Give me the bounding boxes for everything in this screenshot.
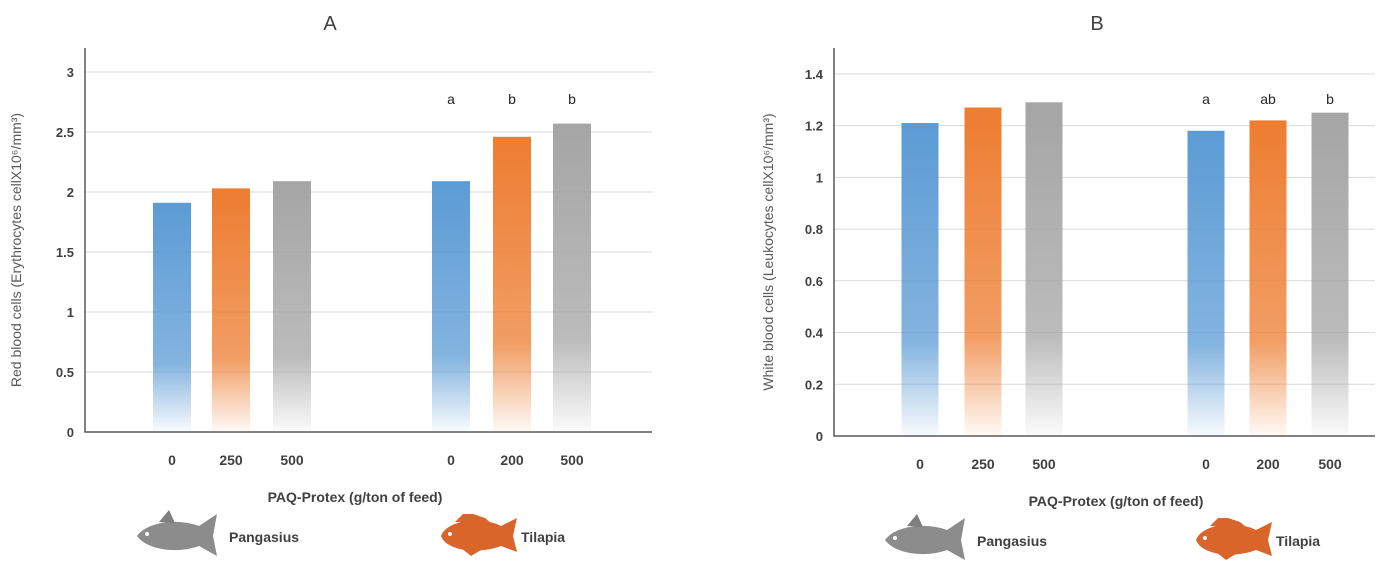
y-axis-label: White blood cells (Leukocytes cellX10⁶/m… bbox=[760, 113, 776, 390]
fish-fin bbox=[461, 548, 481, 556]
fish-fin bbox=[907, 514, 923, 527]
tilapia-fish-icon bbox=[1196, 518, 1272, 560]
panel-title: B bbox=[1090, 13, 1103, 35]
significance-label: a bbox=[447, 91, 455, 107]
chart-panel-a: A 0 0.5 1 1.5 2 2.5 3 Red blood cells (Erythrocy… bbox=[8, 13, 652, 556]
fish-eye bbox=[145, 532, 149, 536]
y-tick-label: 0.4 bbox=[805, 326, 824, 341]
y-axis-label: Red blood cells (Erythrocytes cellX10⁶/m… bbox=[8, 113, 24, 387]
fish-eye bbox=[893, 536, 897, 540]
y-tick-label: 3 bbox=[67, 65, 74, 80]
fish-body bbox=[137, 514, 217, 556]
y-tick-label: 0.5 bbox=[56, 365, 74, 380]
panel-title: A bbox=[323, 13, 337, 35]
y-tick-label: 1.5 bbox=[56, 245, 74, 260]
fish-eye bbox=[1203, 536, 1207, 540]
bar bbox=[964, 107, 1002, 436]
y-tick-label: 0.8 bbox=[805, 222, 823, 237]
y-tick-label: 1 bbox=[816, 170, 823, 185]
x-tick-label: 200 bbox=[1256, 456, 1280, 472]
bar bbox=[493, 136, 531, 433]
chart-panel-b: B 0 0.2 0.4 0.6 0.8 1 1.2 1.4 White blood cells (… bbox=[760, 13, 1375, 560]
x-tick-label: 0 bbox=[168, 452, 176, 468]
species-label: Pangasius bbox=[977, 533, 1047, 549]
fish-eye bbox=[448, 532, 452, 536]
bar bbox=[901, 123, 939, 436]
y-tick-label: 1.4 bbox=[805, 67, 824, 82]
y-tick-label: 2 bbox=[67, 185, 74, 200]
x-tick-label: 250 bbox=[971, 456, 995, 472]
significance-label: a bbox=[1202, 91, 1210, 107]
bar bbox=[1187, 130, 1225, 437]
bar bbox=[1311, 112, 1349, 437]
species-label: Tilapia bbox=[521, 529, 565, 545]
x-axis-label: PAQ-Protex (g/ton of feed) bbox=[1029, 493, 1204, 509]
fish-fin bbox=[1210, 518, 1246, 527]
x-tick-label: 500 bbox=[560, 452, 584, 468]
species-label: Pangasius bbox=[229, 529, 299, 545]
x-tick-label: 200 bbox=[500, 452, 524, 468]
bar bbox=[1249, 120, 1287, 436]
tilapia-fish-icon bbox=[441, 514, 517, 556]
x-tick-label: 500 bbox=[1032, 456, 1056, 472]
y-tick-label: 1.2 bbox=[805, 119, 823, 134]
pangasius-fish-icon bbox=[885, 514, 965, 560]
y-tick-label: 0.6 bbox=[805, 274, 823, 289]
x-tick-label: 500 bbox=[1318, 456, 1342, 472]
y-tick-label: 0.2 bbox=[805, 377, 823, 392]
fish-fin bbox=[159, 510, 175, 523]
bar bbox=[553, 123, 591, 432]
x-tick-label: 0 bbox=[447, 452, 455, 468]
fish-fin bbox=[1216, 552, 1236, 560]
bar bbox=[1025, 102, 1063, 436]
x-tick-label: 500 bbox=[280, 452, 304, 468]
fish-fin bbox=[455, 514, 491, 523]
bar bbox=[153, 202, 191, 432]
y-tick-label: 2.5 bbox=[56, 125, 74, 140]
bar bbox=[212, 188, 250, 432]
y-tick-label: 0 bbox=[67, 425, 74, 440]
fish-body bbox=[441, 518, 517, 552]
significance-label: b bbox=[568, 91, 576, 107]
bar bbox=[432, 181, 470, 432]
x-tick-label: 0 bbox=[1202, 456, 1210, 472]
species-label: Tilapia bbox=[1276, 533, 1320, 549]
significance-label: b bbox=[1326, 91, 1334, 107]
bar bbox=[273, 181, 311, 432]
x-tick-label: 250 bbox=[219, 452, 243, 468]
significance-label: b bbox=[508, 91, 516, 107]
y-tick-label: 1 bbox=[67, 305, 74, 320]
fish-body bbox=[1196, 522, 1272, 556]
x-tick-label: 0 bbox=[916, 456, 924, 472]
fish-body bbox=[885, 518, 965, 560]
pangasius-fish-icon bbox=[137, 510, 217, 556]
x-axis-label: PAQ-Protex (g/ton of feed) bbox=[268, 489, 443, 505]
y-tick-label: 0 bbox=[816, 429, 823, 444]
significance-label: ab bbox=[1260, 91, 1276, 107]
